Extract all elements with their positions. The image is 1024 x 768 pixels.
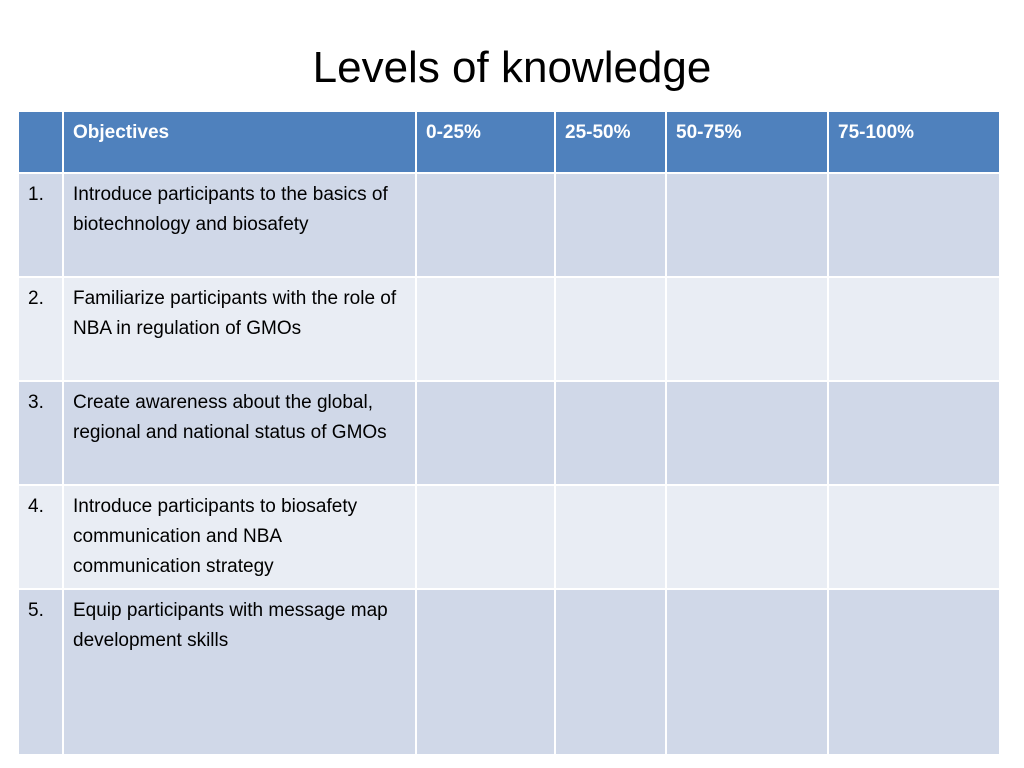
- cell-0-25: [415, 484, 556, 590]
- cell-75-100: [827, 588, 1001, 756]
- row-objective: Create awareness about the global, regio…: [62, 380, 417, 486]
- cell-25-50: [554, 484, 667, 590]
- cell-50-75: [665, 484, 829, 590]
- header-0-25: 0-25%: [415, 110, 556, 174]
- row-objective: Equip participants with message map deve…: [62, 588, 417, 756]
- cell-75-100: [827, 172, 1001, 278]
- cell-50-75: [665, 588, 829, 756]
- slide-title: Levels of knowledge: [312, 43, 712, 92]
- cell-25-50: [554, 276, 667, 382]
- cell-0-25: [415, 276, 556, 382]
- table-row: 2. Familiarize participants with the rol…: [17, 276, 1001, 382]
- cell-50-75: [665, 276, 829, 382]
- table-header-row: Objectives 0-25% 25-50% 50-75% 75-100%: [17, 110, 1001, 174]
- header-50-75: 50-75%: [665, 110, 829, 174]
- header-objectives: Objectives: [62, 110, 417, 174]
- cell-75-100: [827, 276, 1001, 382]
- knowledge-levels-table: Objectives 0-25% 25-50% 50-75% 75-100% 1…: [17, 110, 1001, 756]
- header-25-50: 25-50%: [554, 110, 667, 174]
- cell-0-25: [415, 588, 556, 756]
- cell-50-75: [665, 380, 829, 486]
- table-row: 1. Introduce participants to the basics …: [17, 172, 1001, 278]
- header-number: [17, 110, 64, 174]
- table-row: 4. Introduce participants to biosafety c…: [17, 484, 1001, 590]
- cell-50-75: [665, 172, 829, 278]
- cell-25-50: [554, 588, 667, 756]
- cell-0-25: [415, 172, 556, 278]
- row-objective: Introduce participants to the basics of …: [62, 172, 417, 278]
- header-75-100: 75-100%: [827, 110, 1001, 174]
- cell-25-50: [554, 380, 667, 486]
- cell-75-100: [827, 484, 1001, 590]
- cell-25-50: [554, 172, 667, 278]
- row-number: 3.: [17, 380, 64, 486]
- row-number: 2.: [17, 276, 64, 382]
- row-number: 4.: [17, 484, 64, 590]
- cell-75-100: [827, 380, 1001, 486]
- row-objective: Familiarize participants with the role o…: [62, 276, 417, 382]
- row-number: 5.: [17, 588, 64, 756]
- row-number: 1.: [17, 172, 64, 278]
- row-objective: Introduce participants to biosafety comm…: [62, 484, 417, 590]
- table-row: 3. Create awareness about the global, re…: [17, 380, 1001, 486]
- table-row: 5. Equip participants with message map d…: [17, 588, 1001, 756]
- cell-0-25: [415, 380, 556, 486]
